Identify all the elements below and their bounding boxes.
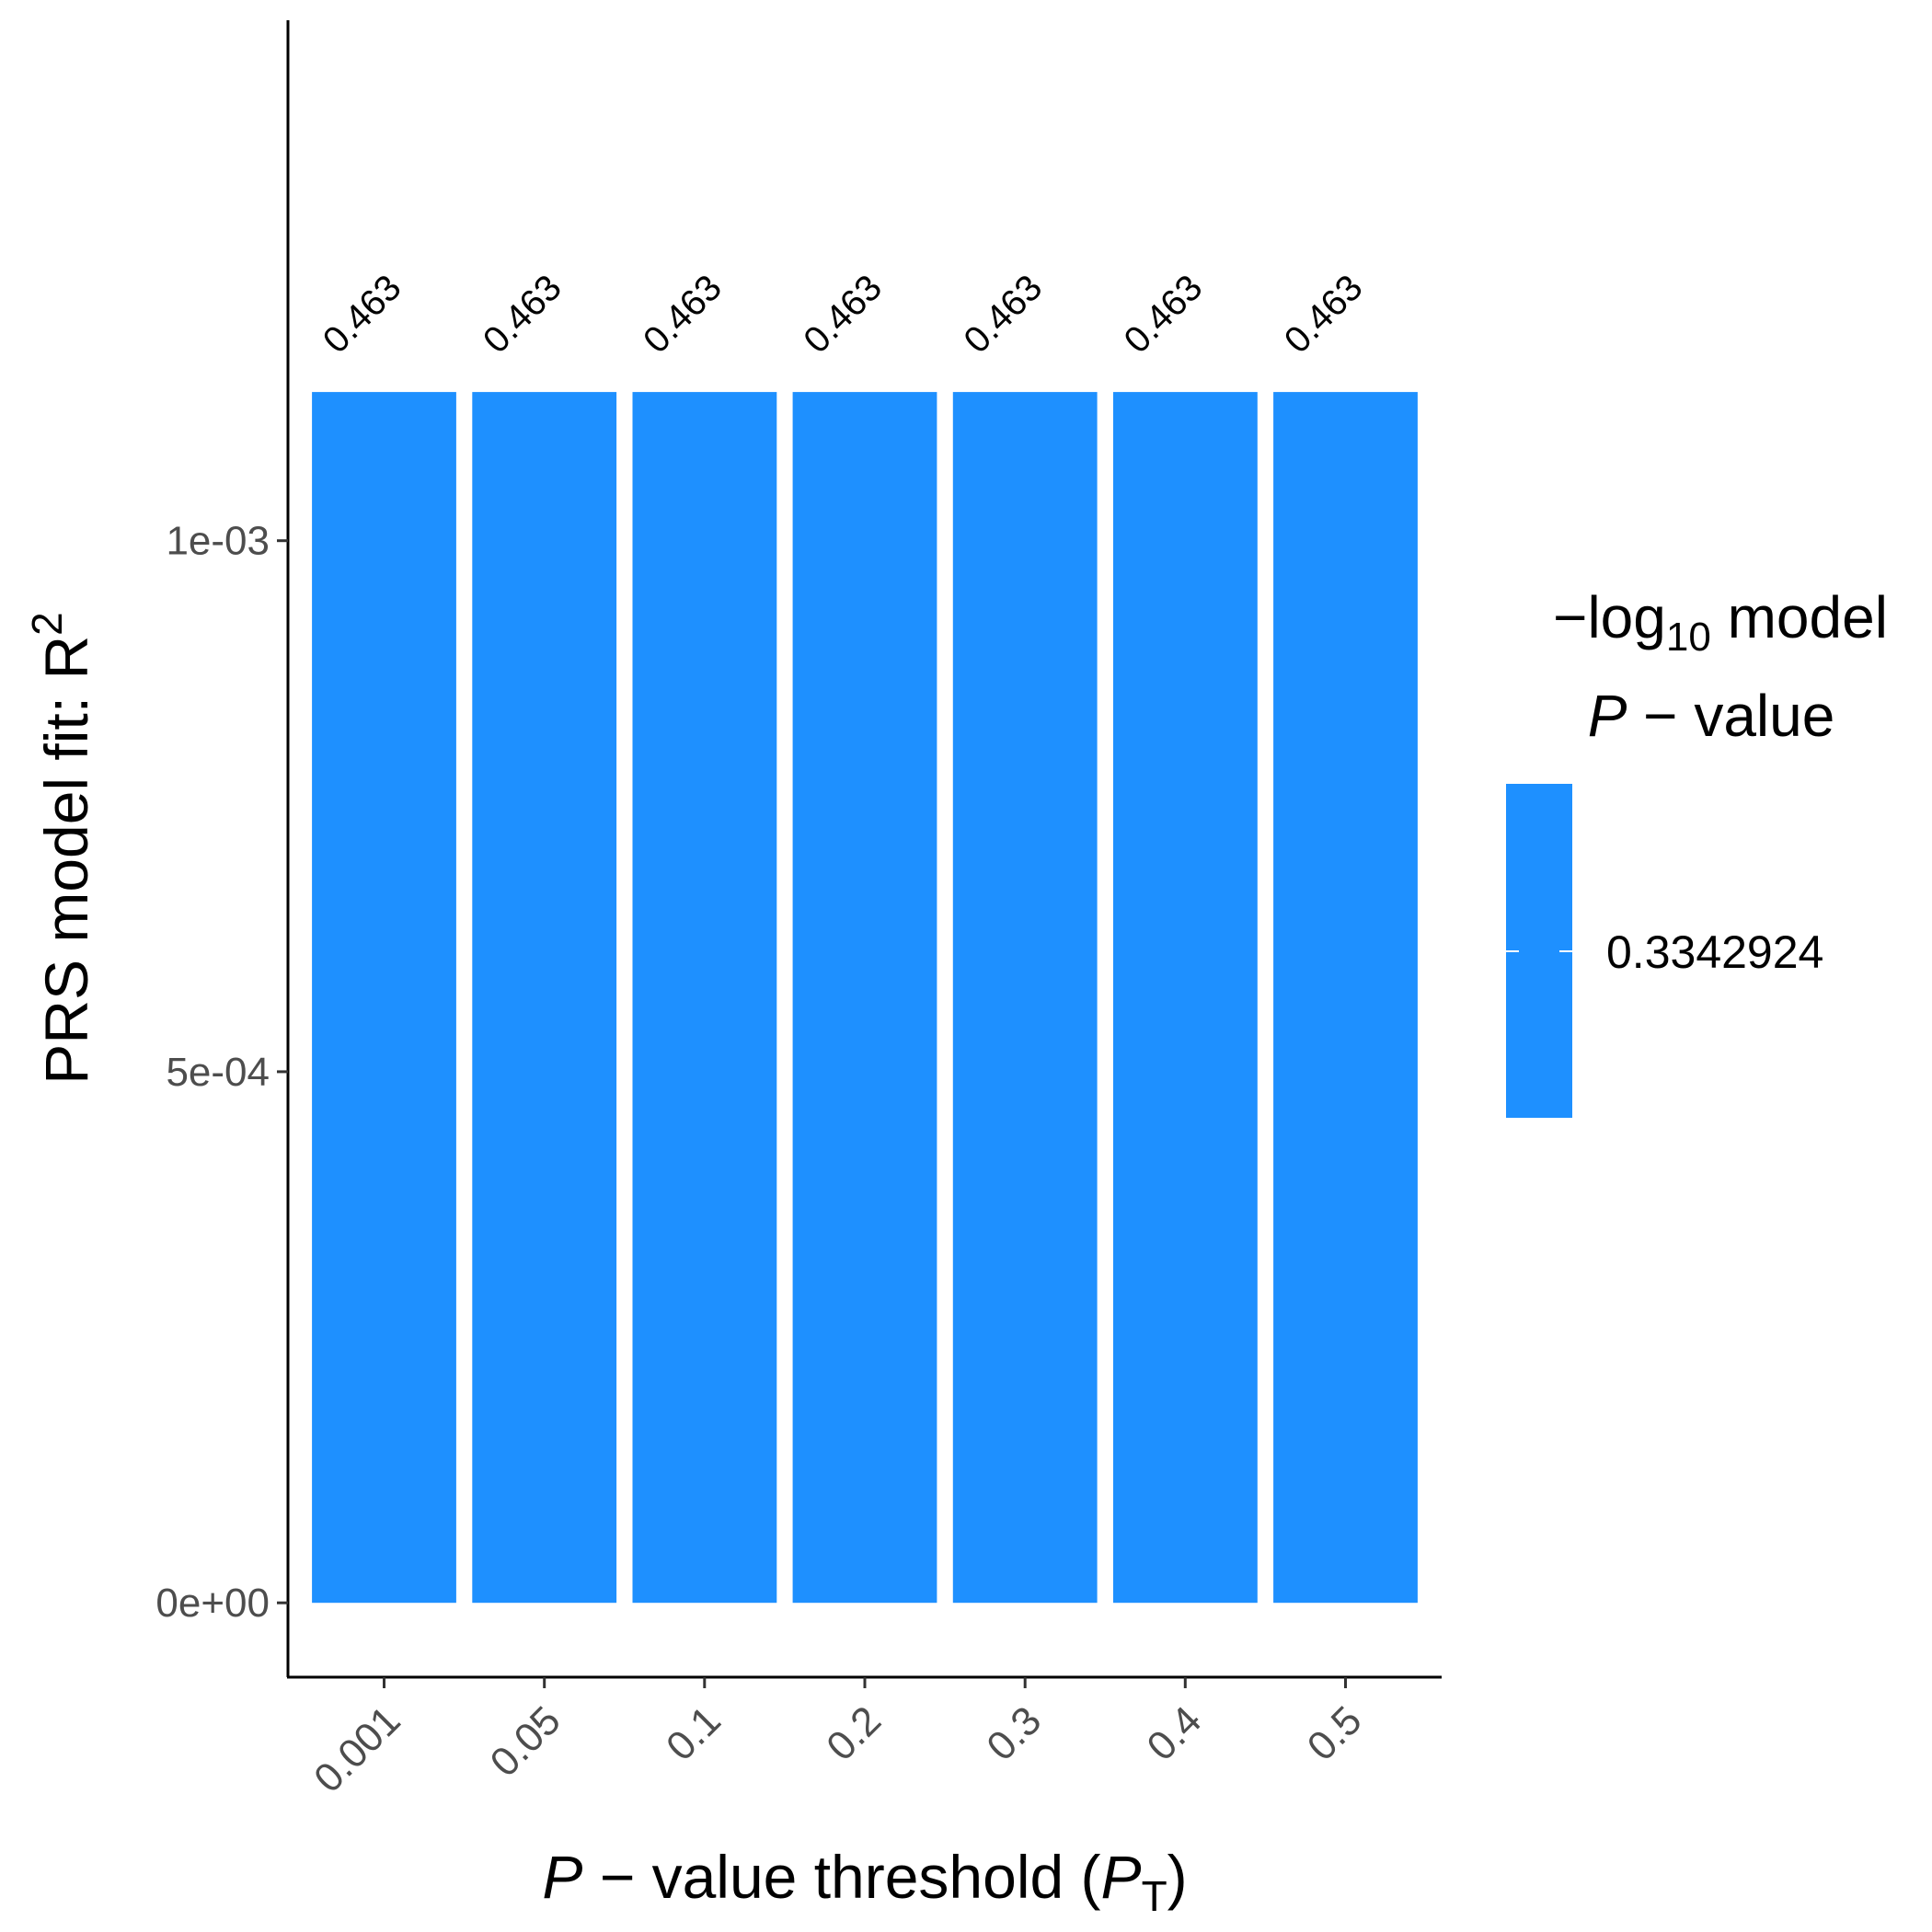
data-label-0.05: 0.463 [476, 268, 569, 362]
y-ticks-group: 0e+00 5e-04 1e-03 [155, 519, 288, 1626]
bar-0.001 [312, 392, 456, 1604]
legend-label: 0.3342924 [1606, 926, 1823, 978]
x-tick-label-0.3: 0.3 [978, 1697, 1050, 1769]
y-tick-label-1e-03: 1e-03 [166, 519, 270, 564]
bar-0.4 [1113, 392, 1258, 1604]
x-tick-label-0.4: 0.4 [1138, 1697, 1210, 1769]
data-label-0.4: 0.463 [1117, 268, 1211, 362]
data-label-0.001: 0.463 [316, 268, 409, 362]
bars-group [312, 392, 1418, 1604]
x-ticks-group: 0.001 0.05 0.1 0.2 0.3 0.4 0.5 [305, 1677, 1371, 1801]
y-axis-title: PRS model fit: R2 [23, 612, 100, 1084]
x-tick-label-0.1: 0.1 [658, 1697, 730, 1769]
data-label-0.1: 0.463 [636, 268, 730, 362]
x-axis-title: P − value threshold (PT) [542, 1843, 1187, 1920]
x-tick-label-0.5: 0.5 [1299, 1697, 1371, 1769]
bar-0.05 [472, 392, 617, 1604]
data-labels-group: 0.463 0.463 0.463 0.463 0.463 0.463 0.463 [316, 268, 1371, 362]
data-label-0.2: 0.463 [796, 268, 890, 362]
y-tick-label-0e+00: 0e+00 [155, 1581, 270, 1626]
data-label-0.5: 0.463 [1277, 268, 1371, 362]
x-tick-label-0.2: 0.2 [818, 1697, 890, 1769]
legend: −log10 model P − value 0.3342924 [1506, 584, 1888, 1118]
bar-0.5 [1273, 392, 1418, 1604]
y-tick-label-5e-04: 5e-04 [166, 1050, 270, 1095]
x-tick-label-0.001: 0.001 [305, 1697, 409, 1801]
legend-title-line2: P − value [1588, 683, 1835, 749]
bar-0.1 [632, 392, 777, 1604]
legend-title-line1: −log10 model [1553, 584, 1888, 660]
data-label-0.3: 0.463 [956, 268, 1050, 362]
bar-0.2 [792, 392, 937, 1604]
x-tick-label-0.05: 0.05 [482, 1697, 569, 1785]
bar-0.3 [952, 392, 1098, 1604]
